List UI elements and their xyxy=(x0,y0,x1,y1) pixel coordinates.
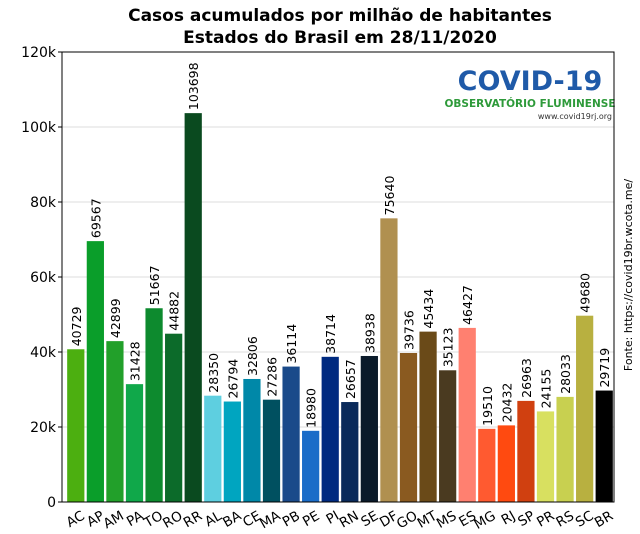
value-label: 103698 xyxy=(186,62,201,110)
x-tick-label: SC xyxy=(573,508,597,530)
bar xyxy=(106,341,124,502)
x-tick-label: AM xyxy=(101,508,127,530)
bar xyxy=(184,113,202,502)
y-tick-label: 20k xyxy=(30,420,57,436)
bar xyxy=(341,402,359,502)
chart-title: Casos acumulados por milhão de habitante… xyxy=(128,6,552,26)
source: Fonte: https://covid19br.wcota.me/ xyxy=(622,179,635,371)
value-label: 38714 xyxy=(323,314,338,354)
bar xyxy=(497,425,515,502)
value-label: 19510 xyxy=(480,386,495,426)
value-label: 38938 xyxy=(362,313,377,353)
value-label: 26963 xyxy=(519,358,534,398)
value-label: 36114 xyxy=(284,324,299,364)
x-tick-label: RN xyxy=(337,508,362,530)
value-label: 46427 xyxy=(460,285,475,325)
value-label: 31428 xyxy=(128,341,143,381)
x-tick-label: PB xyxy=(280,508,303,530)
plot-frame xyxy=(61,51,615,503)
x-tick-label: AP xyxy=(84,508,107,530)
bar xyxy=(67,349,85,502)
bar xyxy=(86,241,104,502)
x-tick-label: CE xyxy=(240,508,264,530)
value-label: 24155 xyxy=(539,369,554,409)
bar xyxy=(145,308,163,502)
bar xyxy=(262,399,281,502)
value-label: 49680 xyxy=(578,273,593,313)
value-label: 44882 xyxy=(167,291,182,331)
value-label: 20432 xyxy=(499,383,514,423)
x-tick-label: PE xyxy=(300,508,322,530)
x-tick-label: MG xyxy=(471,508,498,530)
y-tick-label: 0 xyxy=(47,495,56,511)
bar xyxy=(380,218,398,502)
x-tick-label: DF xyxy=(377,508,401,530)
x-tick-label: MS xyxy=(434,508,460,530)
logo-subtitle: OBSERVATÓRIO FLUMINENSE xyxy=(445,97,616,110)
chart-subtitle: Estados do Brasil em 28/11/2020 xyxy=(183,28,497,48)
x-tick-label: PR xyxy=(534,508,557,530)
bar xyxy=(125,384,144,502)
bar xyxy=(517,400,535,502)
logo-url: www.covid19rj.org xyxy=(538,112,612,121)
bar xyxy=(223,401,241,502)
bar xyxy=(595,390,613,502)
y-tick-label: 100k xyxy=(21,120,57,136)
bar xyxy=(165,333,183,502)
value-label: 69567 xyxy=(88,198,103,238)
value-label: 51667 xyxy=(147,265,162,305)
value-label: 26657 xyxy=(343,359,358,399)
x-tick-label: BR xyxy=(592,508,616,530)
bar xyxy=(360,355,378,502)
y-tick-label: 120k xyxy=(21,45,57,61)
x-tick-label: SE xyxy=(358,508,381,530)
bar xyxy=(576,315,594,502)
bar xyxy=(243,378,261,502)
value-label: 18980 xyxy=(304,388,319,428)
bar xyxy=(478,428,496,502)
bar xyxy=(458,327,476,502)
value-label: 26794 xyxy=(225,359,240,399)
bar xyxy=(536,411,555,502)
x-tick-label: RR xyxy=(181,508,205,530)
bar xyxy=(419,331,437,502)
value-label: 40729 xyxy=(69,306,84,346)
x-tick-label: AL xyxy=(202,508,225,530)
value-label: 39736 xyxy=(402,310,417,350)
value-label: 29719 xyxy=(597,348,612,388)
x-tick-label: AC xyxy=(64,508,88,530)
bar xyxy=(321,356,339,502)
bar xyxy=(204,395,222,502)
bar xyxy=(399,352,418,502)
bar xyxy=(282,366,300,502)
x-tick-label: PA xyxy=(124,508,147,530)
y-tick-label: 60k xyxy=(30,270,57,286)
value-label: 75640 xyxy=(382,176,397,216)
value-label: 42899 xyxy=(108,298,123,338)
x-tick-label: ES xyxy=(456,508,479,530)
value-label: 35123 xyxy=(441,328,456,368)
bar xyxy=(556,396,574,502)
bar xyxy=(439,370,457,502)
value-label: 28350 xyxy=(206,353,221,393)
value-label: 32806 xyxy=(245,336,260,376)
bar xyxy=(302,430,320,502)
x-tick-label: SP xyxy=(515,508,537,530)
x-tick-label: RS xyxy=(553,508,577,530)
value-label: 27286 xyxy=(265,357,280,397)
value-label: 45434 xyxy=(421,289,436,329)
y-tick-label: 40k xyxy=(30,345,57,361)
logo-title: COVID-19 xyxy=(458,66,603,97)
y-tick-label: 80k xyxy=(30,195,57,211)
value-label: 28033 xyxy=(558,354,573,394)
